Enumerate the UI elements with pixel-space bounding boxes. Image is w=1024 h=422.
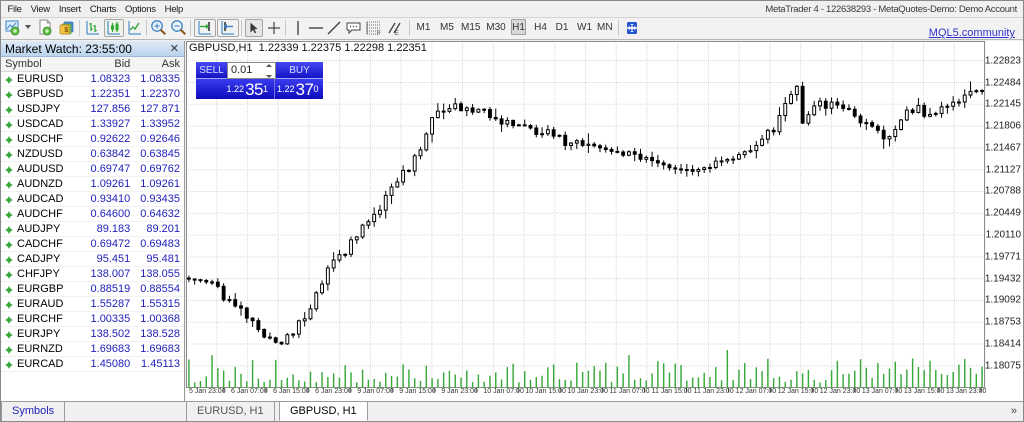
- svg-text:$: $: [64, 27, 68, 34]
- svg-text:E: E: [395, 31, 399, 37]
- svg-text:F: F: [377, 31, 381, 37]
